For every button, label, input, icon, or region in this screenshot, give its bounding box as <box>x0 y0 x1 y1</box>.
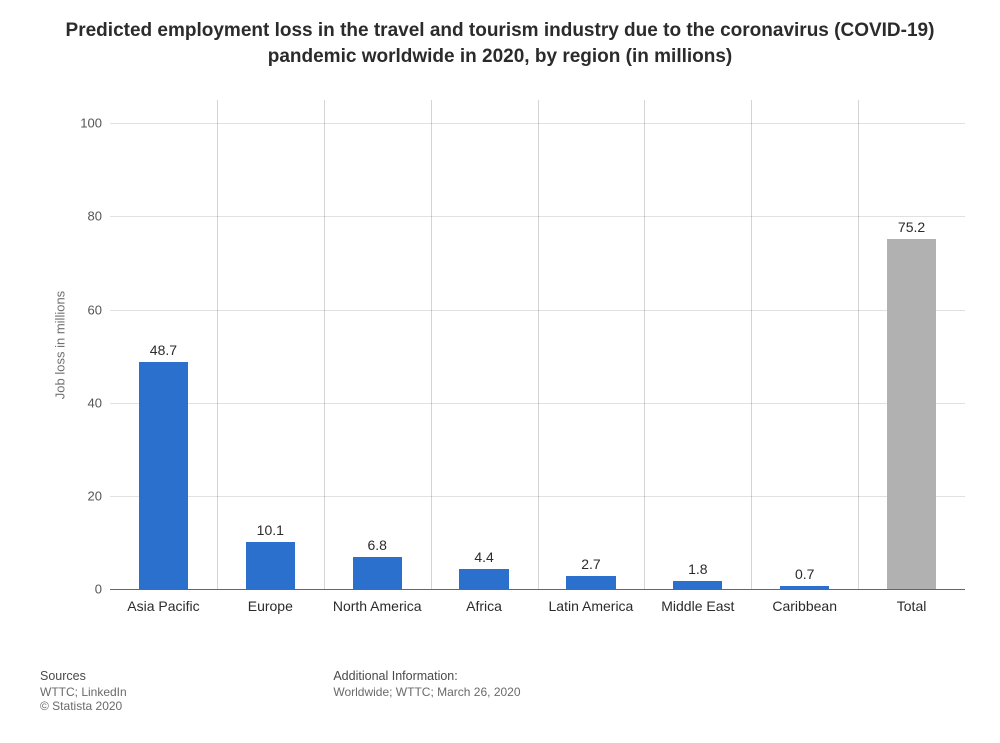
category-divider <box>538 100 539 589</box>
bar: 4.4 <box>459 569 508 589</box>
bar-value-label: 4.4 <box>459 549 508 565</box>
y-axis-label: Job loss in millions <box>53 290 68 398</box>
bar: 2.7 <box>566 576 615 589</box>
copyright-text: © Statista 2020 <box>40 699 330 713</box>
bar-value-label: 1.8 <box>673 561 722 577</box>
bar-value-label: 48.7 <box>139 342 188 358</box>
category-label: Caribbean <box>751 598 858 614</box>
category-divider <box>644 100 645 589</box>
bar: 48.7 <box>139 362 188 589</box>
category-label: North America <box>324 598 431 614</box>
category-label: Latin America <box>538 598 645 614</box>
category-divider <box>431 100 432 589</box>
additional-info-header: Additional Information: <box>333 669 733 683</box>
additional-info-text: Worldwide; WTTC; March 26, 2020 <box>333 685 733 699</box>
bar: 0.7 <box>780 586 829 589</box>
bar: 1.8 <box>673 581 722 589</box>
chart-area: Job loss in millions 02040608010048.710.… <box>80 100 965 630</box>
bar: 10.1 <box>246 542 295 589</box>
bar: 6.8 <box>353 557 402 589</box>
sources-text: WTTC; LinkedIn <box>40 685 330 699</box>
category-divider <box>751 100 752 589</box>
bar-value-label: 10.1 <box>246 522 295 538</box>
bar-value-label: 2.7 <box>566 556 615 572</box>
category-divider <box>858 100 859 589</box>
bar-value-label: 75.2 <box>887 219 936 235</box>
bar-value-label: 6.8 <box>353 537 402 553</box>
bar: 75.2 <box>887 239 936 589</box>
category-label: Middle East <box>644 598 751 614</box>
y-tick-label: 40 <box>70 395 102 410</box>
category-label: Europe <box>217 598 324 614</box>
category-label: Asia Pacific <box>110 598 217 614</box>
sources-header: Sources <box>40 669 330 683</box>
y-tick-label: 80 <box>70 209 102 224</box>
plot-region: Job loss in millions 02040608010048.710.… <box>110 100 965 590</box>
y-tick-label: 20 <box>70 488 102 503</box>
bar-value-label: 0.7 <box>780 566 829 582</box>
category-label: Africa <box>431 598 538 614</box>
category-label: Total <box>858 598 965 614</box>
category-divider <box>324 100 325 589</box>
y-tick-label: 0 <box>70 582 102 597</box>
y-tick-label: 100 <box>70 116 102 131</box>
chart-title: Predicted employment loss in the travel … <box>0 0 1000 79</box>
category-divider <box>217 100 218 589</box>
footer: Sources WTTC; LinkedIn © Statista 2020 A… <box>40 669 960 713</box>
y-tick-label: 60 <box>70 302 102 317</box>
